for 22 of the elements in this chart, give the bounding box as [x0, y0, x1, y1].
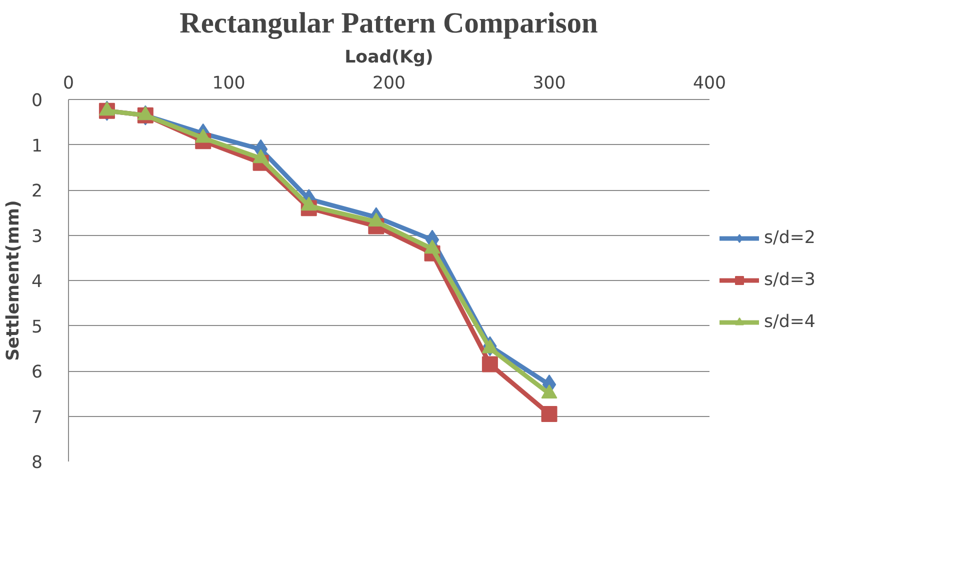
x-tick-label: 100	[212, 74, 246, 94]
legend-label: s/d=3	[764, 270, 816, 290]
y-axis-title: Settlement(mm)	[3, 200, 24, 361]
legend-label: s/d=4	[764, 312, 816, 332]
y-tick-label: 7	[31, 408, 43, 428]
legend-label: s/d=2	[764, 228, 816, 248]
chart-title: Rectangular Pattern Comparison	[180, 8, 598, 40]
x-tick-label: 0	[62, 74, 74, 94]
point	[541, 406, 558, 422]
x-tick-label: 400	[692, 74, 726, 94]
y-tick-label: 5	[31, 317, 43, 338]
point	[482, 356, 498, 372]
y-tick-label: 4	[31, 272, 43, 292]
x-tick-label: 200	[372, 74, 406, 94]
y-tick-label: 8	[31, 453, 43, 473]
x-tick-label: 300	[532, 74, 566, 94]
x-axis-title: Load(Kg)	[344, 48, 434, 68]
y-tick-label: 1	[31, 136, 43, 156]
y-tick-label: 6	[31, 362, 43, 382]
y-tick-label: 3	[31, 226, 43, 247]
y-tick-label: 0	[31, 91, 43, 111]
y-tick-label: 2	[31, 182, 43, 202]
